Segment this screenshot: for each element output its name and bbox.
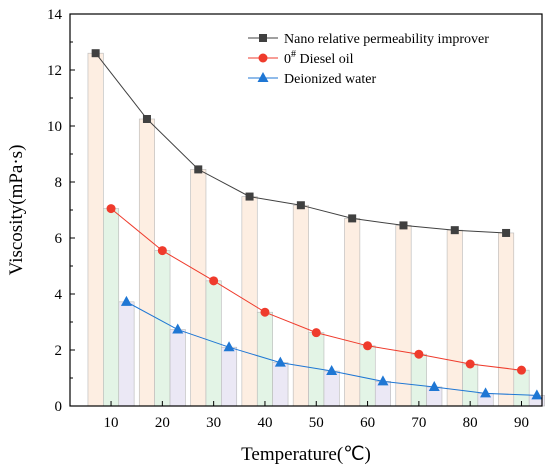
point-series1-1 [142, 115, 151, 123]
legend-marker-1 [259, 34, 267, 42]
point-series2-7 [465, 359, 475, 369]
legend-label-1: Nano relative permeability improver [284, 32, 489, 47]
y-tick-label-5: 10 [47, 119, 62, 135]
point-series1-8 [502, 228, 511, 237]
x-tick-label-5: 60 [360, 415, 375, 431]
bar-series1-8 [498, 232, 515, 407]
legend-item-3: Deionized water [248, 72, 376, 87]
point-series2-2 [209, 276, 219, 286]
y-tick-label-6: 12 [47, 63, 62, 79]
point-series3-5 [377, 375, 389, 386]
y-axis-title: Viscosity(mPa·s) [6, 145, 27, 276]
bar-series1-4 [292, 204, 309, 407]
point-series2-1 [157, 246, 167, 256]
x-tick-label-7: 80 [463, 415, 478, 431]
point-series2-5 [363, 341, 373, 351]
point-series3-4 [326, 365, 338, 375]
bar-series3-3 [272, 362, 289, 407]
x-tick-label-0: 10 [104, 415, 119, 431]
point-series1-2 [194, 165, 203, 174]
y-tick-label-1: 2 [55, 343, 63, 359]
legend-label-2: 0# Diesel oil [284, 49, 354, 67]
point-series2-3 [260, 307, 270, 317]
bar-series2-5 [359, 345, 376, 407]
bar-series1-2 [190, 169, 207, 407]
point-series1-0 [91, 49, 100, 58]
x-axis-title: Temperature(℃) [241, 444, 371, 465]
bar-series1-0 [87, 52, 104, 407]
bar-series3-0 [118, 301, 135, 407]
x-tick-label-6: 70 [411, 415, 426, 431]
point-series1-5 [348, 214, 357, 223]
bar-series2-6 [410, 353, 427, 407]
point-series2-0 [106, 204, 116, 214]
point-series3-1 [172, 323, 184, 334]
y-tick-label-7: 14 [47, 7, 63, 23]
point-series2-6 [414, 349, 424, 359]
y-tick-label-3: 6 [55, 231, 63, 247]
x-tick-label-4: 50 [309, 415, 324, 431]
bar-series1-3 [241, 196, 258, 407]
bar-series1-1 [138, 118, 155, 407]
y-tick-label-4: 8 [55, 175, 63, 191]
point-series3-7 [480, 387, 492, 398]
point-series1-3 [245, 192, 254, 201]
x-tick-label-1: 20 [155, 415, 170, 431]
bar-series3-1 [169, 329, 186, 407]
bar-series2-0 [103, 208, 120, 407]
point-series1-4 [296, 201, 305, 210]
point-series3-0 [120, 295, 132, 306]
bar-series2-7 [462, 363, 479, 407]
point-series2-4 [311, 328, 321, 338]
bar-series2-1 [154, 250, 171, 407]
bar-series1-6 [395, 225, 412, 407]
bar-series1-5 [344, 218, 361, 407]
lines-layer [91, 49, 543, 400]
bar-series1-7 [446, 229, 463, 407]
legend-marker-3 [257, 72, 269, 82]
bar-series2-8 [513, 369, 530, 407]
legend-item-1: Nano relative permeability improver [248, 32, 489, 47]
ticks-layer: 10 20 30 40 50 60 70 80 90 0 2 4 6 8 10 12 14 [47, 7, 529, 431]
legend: Nano relative permeability improver 0# Di… [248, 32, 489, 87]
x-tick-label-3: 40 [257, 415, 272, 431]
bars-layer [87, 52, 545, 407]
x-tick-label-2: 30 [206, 415, 221, 431]
point-series3-3 [274, 356, 286, 367]
y-tick-label-2: 4 [55, 287, 63, 303]
legend-marker-2 [258, 53, 268, 63]
legend-label-3: Deionized water [284, 72, 376, 87]
bar-series3-2 [221, 346, 238, 407]
point-series3-6 [428, 380, 440, 391]
point-series2-8 [516, 365, 526, 375]
bar-series3-4 [323, 370, 340, 407]
y-tick-label-0: 0 [55, 399, 63, 415]
point-series3-8 [531, 389, 543, 400]
legend-item-2: 0# Diesel oil [248, 49, 354, 67]
point-series1-7 [450, 226, 459, 235]
point-series1-6 [399, 221, 408, 230]
point-series3-2 [223, 341, 235, 352]
x-tick-label-8: 90 [514, 415, 529, 431]
